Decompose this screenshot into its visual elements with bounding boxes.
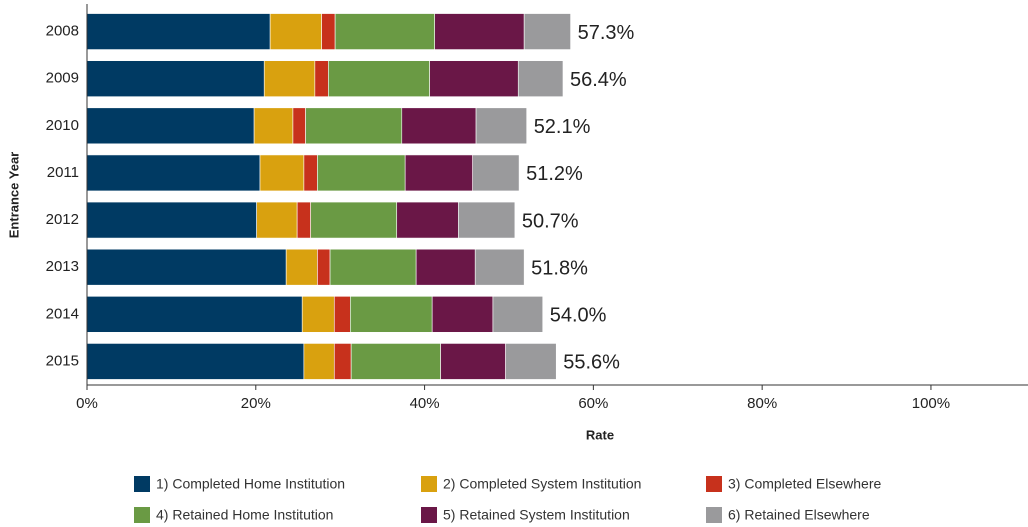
bar-segment [505, 343, 557, 380]
bar-segment [401, 107, 477, 145]
x-axis-title: Rate [586, 427, 614, 442]
bar-segment [472, 154, 520, 192]
bar-segment [310, 201, 398, 239]
legend-swatch [134, 507, 150, 523]
bar-segment [285, 248, 318, 286]
bar-segment [415, 248, 476, 286]
y-tick-label: 2013 [46, 258, 79, 275]
y-tick-label: 2011 [47, 164, 79, 181]
legend-swatch [134, 476, 150, 492]
bar-segment [475, 107, 527, 145]
bar-segment [253, 107, 294, 145]
bar-segment [86, 248, 287, 286]
bar-segment [301, 296, 335, 333]
bar-segment [333, 343, 352, 380]
total-label: 51.8% [531, 257, 588, 279]
y-tick-label: 2010 [46, 117, 79, 134]
y-tick-label: 2008 [46, 23, 79, 40]
x-tick-label: 0% [76, 395, 98, 412]
legend-swatch [706, 507, 722, 523]
bar-segment [317, 154, 406, 192]
bar-segment [328, 60, 430, 97]
bar-segment [523, 13, 571, 50]
legend-label: 3) Completed Elsewhere [728, 476, 882, 492]
bar-segment [86, 107, 255, 145]
bar-segment [86, 201, 257, 239]
bar-segment [333, 296, 351, 333]
bar-segment [429, 60, 519, 97]
bar-segment [404, 154, 473, 192]
bar-segment [434, 13, 525, 50]
bar-segment [492, 296, 544, 333]
bar-segment [303, 154, 318, 192]
total-label: 50.7% [522, 210, 579, 232]
bar-segment [314, 60, 329, 97]
total-label: 57.3% [578, 22, 635, 44]
total-label: 56.4% [570, 69, 627, 91]
bar-segment [86, 13, 271, 50]
x-tick-label: 40% [410, 395, 440, 412]
legend-label: 4) Retained Home Institution [156, 507, 333, 523]
y-tick-label: 2014 [46, 305, 79, 322]
bar-segment [86, 60, 265, 97]
total-label: 55.6% [563, 352, 620, 374]
bar-segment [440, 343, 506, 380]
legend-swatch [706, 476, 722, 492]
bar-segment [305, 107, 403, 145]
total-label: 51.2% [526, 163, 583, 185]
bar-segment [329, 248, 417, 286]
bar-segment [259, 154, 305, 192]
y-tick-label: 2009 [46, 70, 79, 87]
x-tick-label: 80% [747, 395, 777, 412]
legend-label: 1) Completed Home Institution [156, 476, 345, 492]
legend-label: 2) Completed System Institution [443, 476, 641, 492]
legend-swatch [421, 507, 437, 523]
y-tick-label: 2015 [46, 352, 79, 369]
bar-segment [256, 201, 298, 239]
y-tick-label: 2012 [46, 211, 79, 228]
total-label: 54.0% [550, 305, 607, 327]
x-tick-label: 100% [912, 395, 950, 412]
legend-swatch [421, 476, 437, 492]
bar-segment [317, 248, 331, 286]
bar-segment [458, 201, 516, 239]
bar-segment [517, 60, 564, 97]
bar-segment [396, 201, 459, 239]
bar-segment [86, 154, 261, 192]
total-label: 52.1% [534, 116, 591, 138]
bar-segment [86, 343, 305, 380]
legend-label: 5) Retained System Institution [443, 507, 630, 523]
bar-segment [296, 201, 311, 239]
bar-segment [474, 248, 525, 286]
bar-segment [334, 13, 436, 50]
bar-segment [269, 13, 322, 50]
bar-segment [350, 296, 433, 333]
bar-segment [292, 107, 306, 145]
bar-segment [321, 13, 336, 50]
x-tick-label: 20% [241, 395, 271, 412]
bar-segment [86, 296, 303, 333]
bar-segment [263, 60, 316, 97]
y-axis-title: Entrance Year [6, 152, 21, 238]
bar-segment [350, 343, 441, 380]
legend-label: 6) Retained Elsewhere [728, 507, 870, 523]
bar-segment [431, 296, 494, 333]
bar-segment [303, 343, 335, 380]
x-tick-label: 60% [578, 395, 608, 412]
